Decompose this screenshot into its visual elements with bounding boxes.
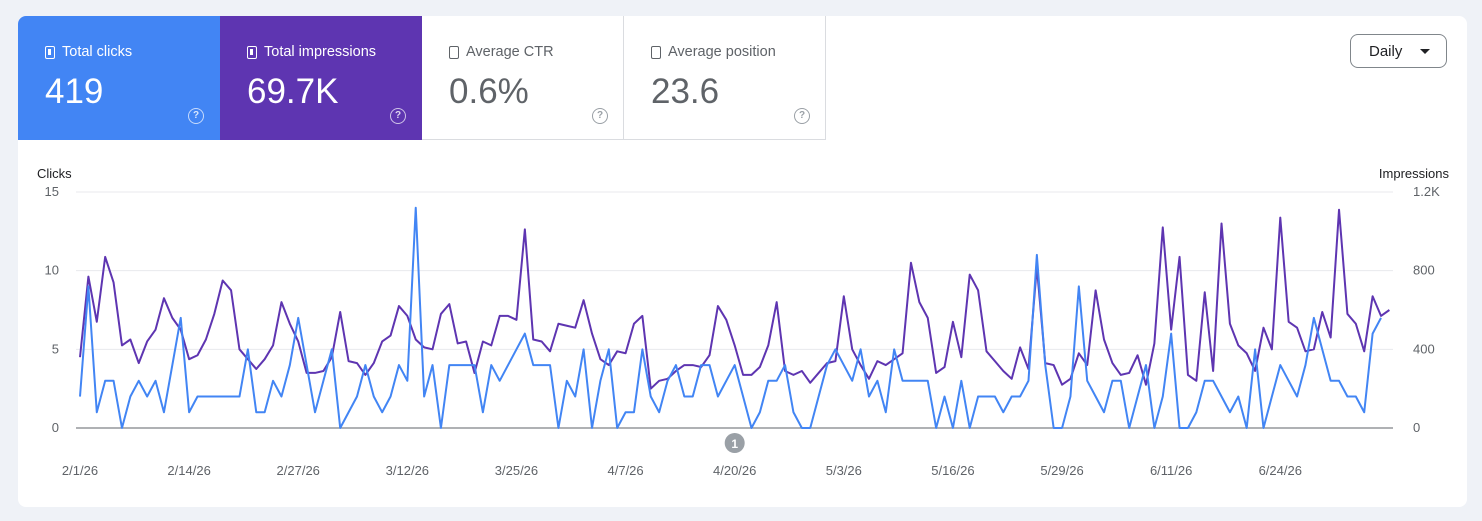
left-tick-label: 10 (45, 263, 59, 278)
left-tick-label: 5 (52, 341, 59, 356)
checkbox-icon[interactable] (651, 45, 661, 59)
right-tick-label: 800 (1413, 263, 1435, 278)
performance-card: Total clicks 419 ? Total impressions 69.… (18, 16, 1467, 507)
right-axis-ticks: 0 400 800 1.2K (1413, 184, 1440, 435)
checkbox-icon[interactable] (449, 45, 459, 59)
metric-label: Total impressions (264, 44, 377, 60)
metric-tabs: Total clicks 419 ? Total impressions 69.… (18, 16, 826, 140)
gridlines (76, 191, 1393, 429)
metric-value: 69.7K (247, 72, 339, 111)
metric-average-ctr[interactable]: Average CTR 0.6% ? (422, 16, 624, 140)
x-tick-label: 2/14/26 (167, 463, 210, 478)
x-tick-label: 2/27/26 (277, 463, 320, 478)
left-tick-label: 0 (52, 420, 59, 435)
x-tick-label: 3/25/26 (495, 463, 538, 478)
annotation-label: 1 (731, 437, 738, 451)
x-tick-label: 6/24/26 (1259, 463, 1302, 478)
metric-value: 0.6% (449, 72, 529, 111)
help-icon[interactable]: ? (390, 108, 406, 124)
metric-label: Average CTR (466, 44, 554, 60)
x-axis-ticks: 2/1/26 2/14/26 2/27/26 3/12/26 3/25/26 4/7/26… (62, 463, 1302, 478)
metric-value: 23.6 (651, 72, 720, 111)
x-tick-label: 5/16/26 (931, 463, 974, 478)
series-lines (79, 206, 1390, 429)
granularity-selected: Daily (1369, 42, 1403, 60)
left-axis-label: Clicks (37, 166, 72, 181)
x-tick-label: 4/7/26 (608, 463, 644, 478)
metric-value: 419 (45, 72, 104, 111)
right-axis-label: Impressions (1379, 166, 1450, 181)
checkbox-icon[interactable] (45, 45, 55, 59)
help-icon[interactable]: ? (794, 108, 810, 124)
granularity-dropdown[interactable]: Daily (1350, 34, 1447, 68)
performance-chart: Clicks Impressions 0 5 10 15 0 400 800 1.2K 2/… (37, 166, 1450, 478)
metric-label: Total clicks (62, 44, 133, 60)
help-icon[interactable]: ? (188, 108, 204, 124)
annotation-marker[interactable]: 1 (724, 433, 745, 453)
checkbox-icon[interactable] (247, 45, 257, 59)
x-tick-label: 5/3/26 (826, 463, 862, 478)
right-tick-label: 400 (1413, 341, 1435, 356)
metric-total-clicks[interactable]: Total clicks 419 ? (18, 16, 220, 140)
metric-total-impressions[interactable]: Total impressions 69.7K ? (220, 16, 422, 140)
help-icon[interactable]: ? (592, 108, 608, 124)
series-line-total-impressions (79, 208, 1390, 390)
caret-down-icon (1420, 49, 1430, 54)
x-tick-label: 6/11/26 (1150, 463, 1192, 478)
metric-average-position[interactable]: Average position 23.6 ? (624, 16, 826, 140)
series-line-total-clicks (79, 206, 1382, 429)
left-axis-ticks: 0 5 10 15 (45, 184, 59, 435)
x-tick-label: 2/1/26 (62, 463, 98, 478)
metric-label: Average position (668, 44, 776, 60)
x-tick-label: 3/12/26 (386, 463, 429, 478)
right-tick-label: 1.2K (1413, 184, 1440, 199)
annotation-circle[interactable] (724, 433, 745, 453)
x-tick-label: 5/29/26 (1040, 463, 1083, 478)
left-tick-label: 15 (45, 184, 59, 199)
x-tick-label: 4/20/26 (713, 463, 756, 478)
right-tick-label: 0 (1413, 420, 1420, 435)
